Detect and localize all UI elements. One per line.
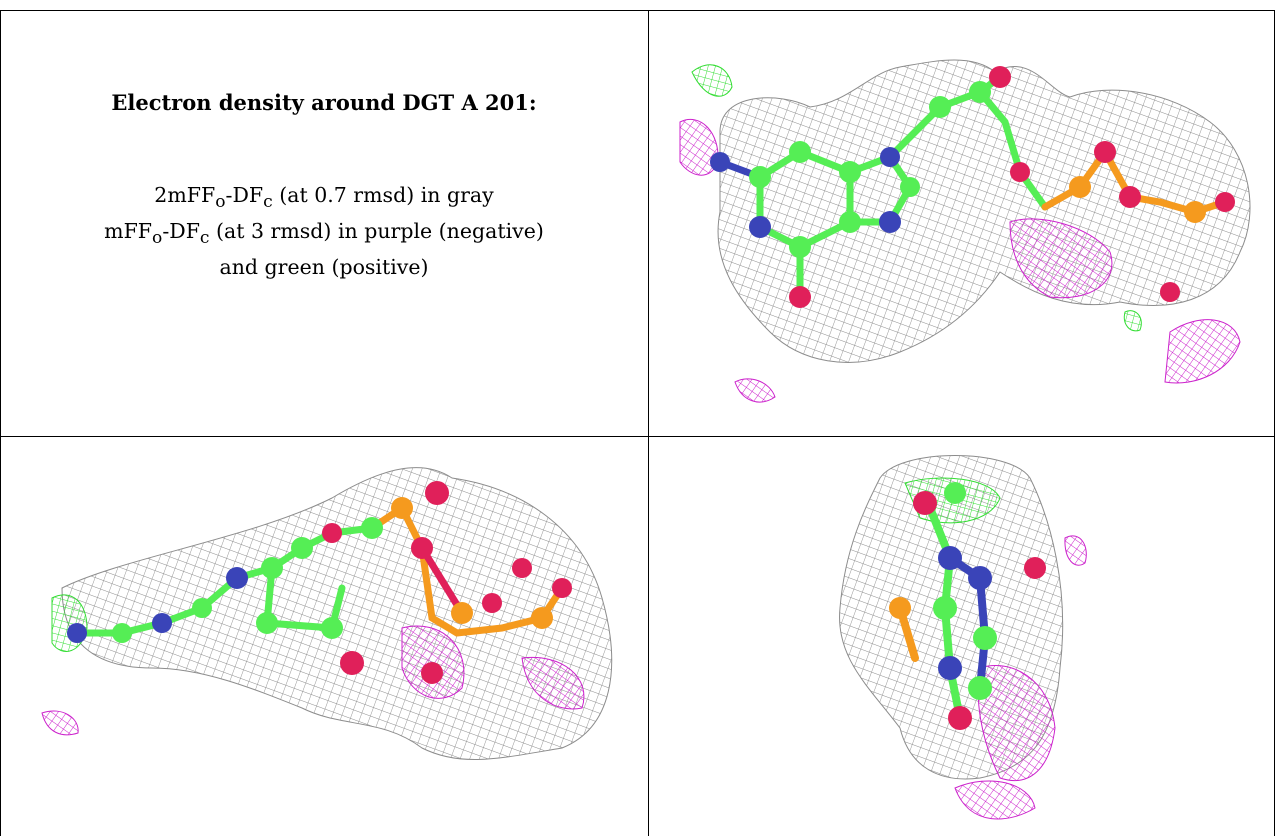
caption-line-2fofc: 2mFFo-DFc (at 0.7 rmsd) in gray bbox=[154, 183, 494, 213]
density-panel-bottom-left bbox=[2, 438, 647, 835]
table-top-rule bbox=[0, 10, 1275, 11]
mesh-positive bbox=[1123, 310, 1142, 332]
caption-title: Electron density around DGT A 201: bbox=[111, 90, 537, 115]
caption-line-fofc: mFFo-DFc (at 3 rmsd) in purple (negative… bbox=[104, 219, 544, 249]
table-center-rule bbox=[648, 10, 649, 836]
atoms bbox=[889, 482, 1046, 730]
table-left-rule bbox=[0, 10, 1, 836]
mesh-2fofc bbox=[717, 59, 1251, 363]
mesh-negative bbox=[954, 780, 1036, 820]
density-image-top-right bbox=[679, 59, 1251, 403]
mesh-negative bbox=[977, 665, 1056, 782]
mesh-negative bbox=[1009, 218, 1113, 299]
caption-line-colors: and green (positive) bbox=[219, 255, 429, 280]
table-middle-rule bbox=[0, 436, 1275, 437]
density-image-bottom-right bbox=[839, 455, 1087, 820]
mesh-negative bbox=[521, 656, 585, 710]
atoms bbox=[67, 481, 572, 684]
mesh-negative bbox=[41, 710, 79, 736]
mesh-negative bbox=[734, 378, 776, 403]
mesh-positive bbox=[691, 64, 733, 97]
caption-cell: Electron density around DGT A 201: 2mFFo… bbox=[20, 90, 628, 282]
mesh-negative bbox=[1064, 535, 1087, 566]
atoms bbox=[710, 66, 1235, 308]
density-image-bottom-left bbox=[41, 467, 613, 760]
density-panel-bottom-right bbox=[650, 438, 1273, 835]
density-panel-top-right bbox=[650, 12, 1273, 435]
mesh-negative bbox=[1164, 319, 1241, 384]
